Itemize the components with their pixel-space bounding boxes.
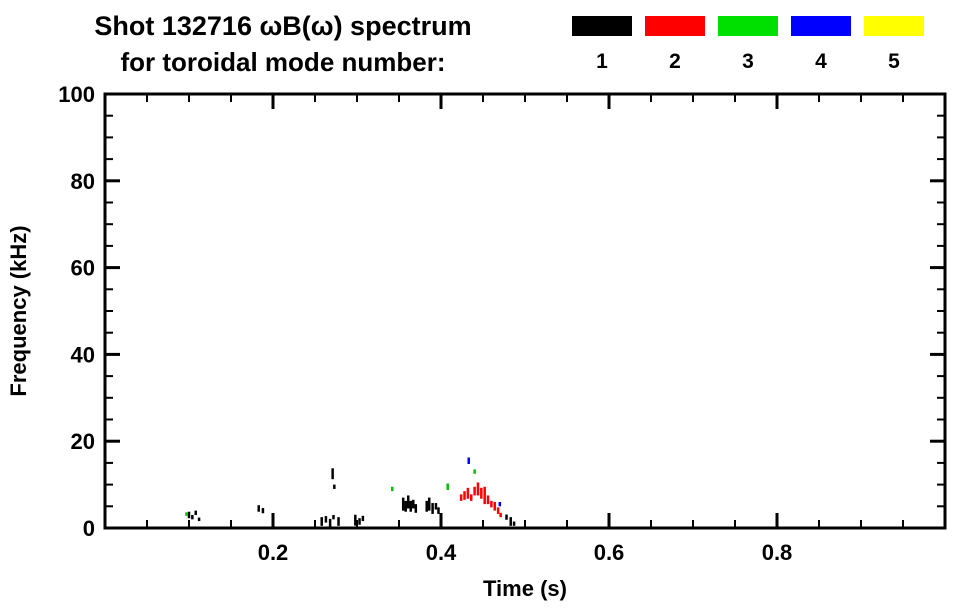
legend-label-mode-2: 2 [669,50,681,73]
legend-label-mode-5: 5 [888,50,900,73]
svg-text:0.6: 0.6 [594,540,625,565]
svg-text:Time (s): Time (s) [483,576,567,601]
legend-swatches [572,16,924,36]
legend-swatch-mode-4 [791,16,851,36]
legend-swatch-mode-5 [864,16,924,36]
legend-swatch-mode-1 [572,16,632,36]
legend-labels: 1 2 3 4 5 [572,50,924,74]
svg-text:80: 80 [71,169,95,194]
chart-header: Shot 132716 ωB(ω) spectrum for toroidal … [0,0,963,80]
chart-title: Shot 132716 ωB(ω) spectrum [94,10,472,41]
svg-text:60: 60 [71,256,95,281]
spectrum-plot: 0.2 0.4 0.6 0.8 0 20 40 60 80 100 Time (s) Frequenc… [6,82,947,601]
legend-label-mode-4: 4 [815,50,827,73]
svg-text:100: 100 [58,82,95,107]
header-row-title: Shot 132716 ωB(ω) spectrum [0,8,963,44]
svg-text:0.8: 0.8 [762,540,793,565]
svg-text:0.4: 0.4 [426,540,457,565]
svg-text:0: 0 [83,516,95,541]
chart-subtitle: for toroidal mode number: [120,46,446,77]
svg-text:0.2: 0.2 [258,540,289,565]
legend-label-mode-3: 3 [742,50,754,73]
header-row-subtitle: for toroidal mode number: 1 2 3 4 5 [0,44,963,80]
svg-text:Frequency (kHz): Frequency (kHz) [6,225,31,396]
legend-swatch-mode-2 [645,16,705,36]
svg-text:20: 20 [71,429,95,454]
legend-label-mode-1: 1 [596,50,608,73]
svg-text:40: 40 [71,342,95,367]
legend-swatch-mode-3 [718,16,778,36]
